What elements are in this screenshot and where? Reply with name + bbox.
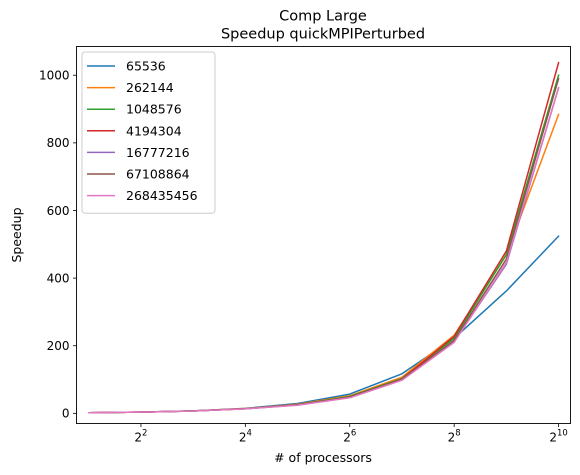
- legend-label-4194304: 4194304: [126, 123, 182, 138]
- series-layer: [87, 61, 560, 414]
- x-tick-label: 26: [343, 429, 356, 445]
- y-tick-label: 0: [62, 407, 70, 421]
- x-axis-label: # of processors: [274, 450, 372, 465]
- y-tick-label: 800: [47, 136, 70, 150]
- y-tick-label: 1000: [39, 69, 70, 83]
- y-tick-label: 200: [47, 339, 70, 353]
- legend-label-262144: 262144: [126, 80, 174, 95]
- legend-label-67108864: 67108864: [126, 167, 190, 182]
- legend-label-65536: 65536: [126, 59, 166, 74]
- x-axis: 22 24 26 28 210: [134, 423, 568, 445]
- y-axis: 0 200 400 600 800 1000: [39, 69, 77, 421]
- legend-label-268435456: 268435456: [126, 188, 198, 203]
- legend-label-16777216: 16777216: [126, 145, 190, 160]
- chart-subtitle: Speedup quickMPIPerturbed: [221, 27, 425, 43]
- y-tick-label: 600: [47, 204, 70, 218]
- plot-frame: [76, 46, 571, 424]
- y-axis-label: Speedup: [9, 207, 24, 262]
- series-line-65536: [87, 235, 560, 414]
- chart-title: Comp Large: [279, 9, 367, 25]
- x-tick-label: 22: [134, 429, 147, 445]
- y-tick-label: 400: [47, 271, 70, 285]
- series-line-268435456: [87, 86, 560, 414]
- legend-label-1048576: 1048576: [126, 102, 182, 117]
- x-tick-label: 24: [239, 429, 252, 445]
- x-tick-label: 210: [549, 429, 567, 445]
- legend: 65536 262144 1048576 4194304 16777216 6710886…: [81, 51, 216, 214]
- x-tick-label: 28: [448, 429, 461, 445]
- legend-box: [81, 51, 216, 214]
